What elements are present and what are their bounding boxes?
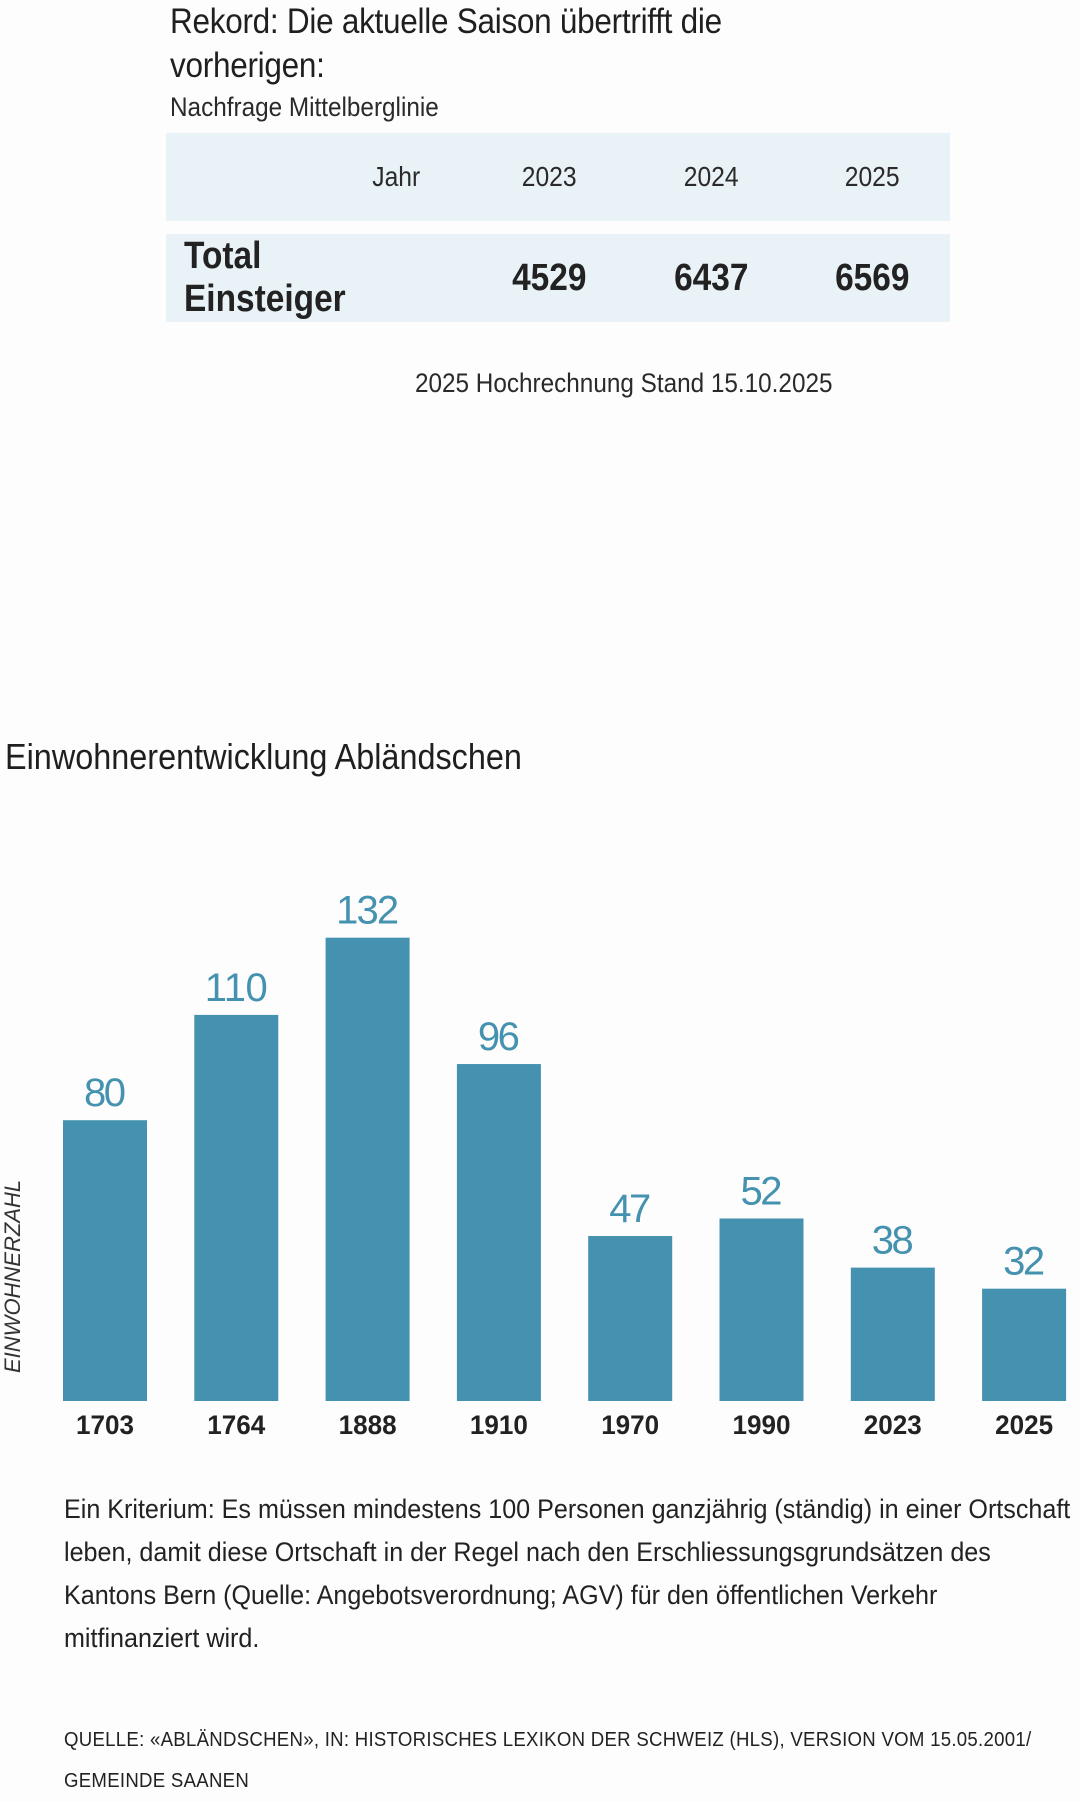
table-header-row: Jahr 2023 2024 2025 xyxy=(166,133,950,221)
bar-1764 xyxy=(194,1014,279,1401)
x-tick-label: 1970 xyxy=(601,1410,659,1440)
data-label: 32 xyxy=(1003,1240,1045,1284)
data-label: 47 xyxy=(609,1187,651,1231)
data-label: 96 xyxy=(478,1015,520,1059)
data-label: 38 xyxy=(872,1219,914,1263)
x-tick-label: 2025 xyxy=(995,1410,1053,1440)
data-label: 52 xyxy=(741,1169,783,1213)
bar-2025 xyxy=(982,1288,1067,1401)
x-tick-label: 1703 xyxy=(76,1410,134,1440)
table-note: 2025 Hochrechnung Stand 15.10.2025 xyxy=(415,368,833,398)
header-cell: 2023 xyxy=(521,161,577,192)
x-tick-label: 2023 xyxy=(864,1410,922,1440)
x-tick-label: 1764 xyxy=(207,1410,265,1440)
bar-2023 xyxy=(850,1267,935,1401)
value-cell: 6437 xyxy=(673,256,749,299)
header-cell: Jahr xyxy=(372,161,420,192)
table-subtitle: Nachfrage Mittelberglinie xyxy=(170,92,439,122)
header-cell: 2024 xyxy=(683,161,739,192)
bar-1990 xyxy=(719,1218,804,1401)
data-label: 110 xyxy=(205,966,268,1010)
body-text: Ein Kriterium: Es müssen mindestens 100 … xyxy=(64,1494,1071,1653)
data-label: 132 xyxy=(336,889,399,933)
bar-1970 xyxy=(588,1236,673,1401)
bar-1703 xyxy=(63,1120,147,1401)
data-label: 80 xyxy=(84,1071,126,1115)
table-total-row: Total Einsteiger 4529 6437 6569 xyxy=(166,234,950,322)
bar-1910 xyxy=(456,1064,541,1401)
header-cell: 2025 xyxy=(844,161,900,192)
table-title: Rekord: Die aktuelle Saison übertrifft d… xyxy=(170,2,722,85)
value-cell: 6569 xyxy=(834,256,910,299)
x-tick-label: 1888 xyxy=(339,1410,397,1440)
bar-1888 xyxy=(325,937,410,1401)
row-label: Total Einsteiger xyxy=(184,235,346,320)
bar-chart: 80 1703 110 1764 132 1888 96 1910 47 1970 52 1990 38… xyxy=(63,889,1067,1440)
value-cell: 4529 xyxy=(511,256,587,299)
source-citation: QUELLE: «ABLÄNDSCHEN», IN: HISTORISCHES … xyxy=(64,1729,1032,1792)
x-tick-label: 1910 xyxy=(470,1410,528,1440)
chart-title: Einwohnerentwicklung Abländschen xyxy=(5,736,522,777)
x-tick-label: 1990 xyxy=(733,1410,791,1440)
